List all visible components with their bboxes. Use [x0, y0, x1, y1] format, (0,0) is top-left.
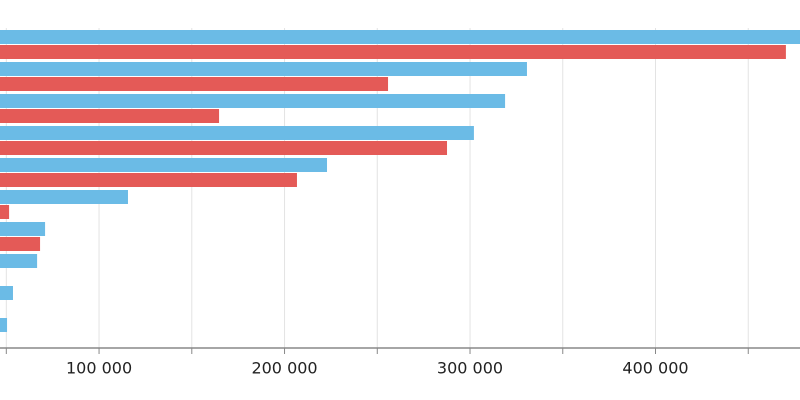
bar	[0, 222, 46, 236]
x-tick-label: 400 000	[622, 359, 688, 378]
x-tick-label: 100 000	[66, 359, 132, 378]
bar	[0, 173, 297, 187]
bar	[0, 45, 786, 59]
bar	[0, 237, 41, 251]
bar	[0, 158, 328, 172]
bar	[0, 109, 220, 123]
x-tick-label: 300 000	[437, 359, 503, 378]
x-tick-label: 200 000	[251, 359, 317, 378]
bar	[0, 318, 8, 332]
bar	[0, 190, 128, 204]
bar	[0, 286, 13, 300]
bar	[0, 94, 506, 108]
bar	[0, 126, 474, 140]
bar	[0, 62, 527, 76]
bar	[0, 254, 38, 268]
bar	[0, 141, 448, 155]
bar	[0, 30, 800, 44]
bar	[0, 205, 10, 219]
bar	[0, 77, 389, 91]
